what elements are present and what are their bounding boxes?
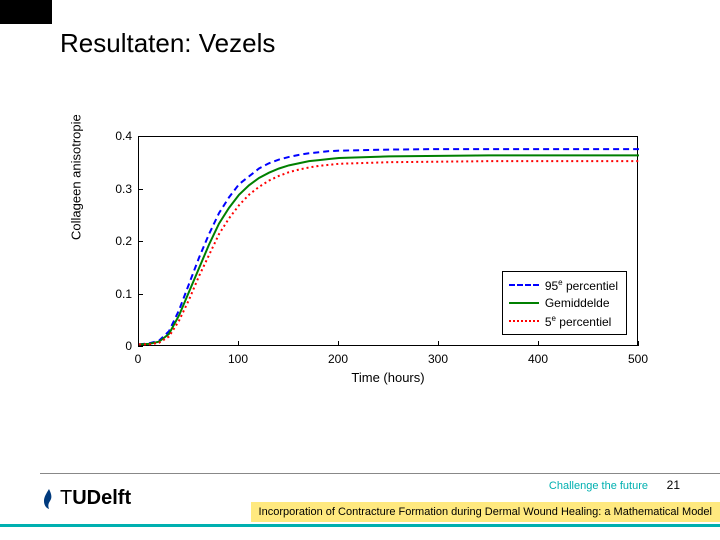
legend-row: 5e percentiel — [509, 312, 618, 330]
y-tick-label: 0.1 — [84, 287, 132, 301]
x-tick-mark — [138, 341, 139, 346]
y-tick-label: 0.3 — [84, 182, 132, 196]
y-axis-label: Collageen anisotropie — [69, 114, 84, 240]
x-tick-mark — [338, 341, 339, 346]
y-tick-label: 0 — [84, 339, 132, 353]
x-axis-label: Time (hours) — [138, 370, 638, 385]
corner-accent — [0, 0, 52, 24]
x-tick-label: 500 — [628, 352, 648, 366]
chart: Collageen anisotropie 95e percentielGemi… — [84, 130, 644, 390]
subtitle-text: Incorporation of Contracture Formation d… — [259, 506, 712, 518]
legend-row: Gemiddelde — [509, 294, 618, 312]
x-tick-label: 100 — [228, 352, 248, 366]
y-tick-label: 0.2 — [84, 234, 132, 248]
x-tick-mark — [238, 341, 239, 346]
y-tick-mark — [138, 294, 143, 295]
legend-swatch — [509, 302, 539, 304]
footer-separator — [40, 473, 720, 474]
tagline: Challenge the future — [549, 480, 648, 492]
slide-title: Resultaten: Vezels — [60, 28, 275, 59]
tudelft-logo: TUDelft — [40, 487, 131, 510]
y-tick-mark — [138, 189, 143, 190]
x-tick-mark — [638, 341, 639, 346]
y-tick-mark — [138, 346, 143, 347]
legend-swatch — [509, 320, 539, 322]
flame-icon — [40, 488, 58, 510]
legend-label: 5e percentiel — [545, 314, 612, 329]
x-tick-label: 0 — [135, 352, 142, 366]
y-tick-mark — [138, 136, 143, 137]
logo-text: TUDelft — [60, 487, 131, 510]
x-tick-mark — [438, 341, 439, 346]
legend-swatch — [509, 284, 539, 286]
subtitle-bar: Incorporation of Contracture Formation d… — [251, 502, 720, 522]
accent-rule — [0, 524, 720, 527]
x-tick-label: 300 — [428, 352, 448, 366]
y-tick-label: 0.4 — [84, 129, 132, 143]
x-tick-label: 400 — [528, 352, 548, 366]
plot-area: 95e percentiel Gemiddelde 5e percentiel — [138, 136, 638, 346]
legend-row: 95e percentiel — [509, 276, 618, 294]
y-tick-mark — [138, 241, 143, 242]
legend: 95e percentiel Gemiddelde 5e percentiel — [502, 271, 627, 335]
page-number: 21 — [667, 478, 680, 492]
x-tick-label: 200 — [328, 352, 348, 366]
legend-label: 95e percentiel — [545, 278, 618, 293]
legend-label: Gemiddelde — [545, 296, 610, 310]
x-tick-mark — [538, 341, 539, 346]
